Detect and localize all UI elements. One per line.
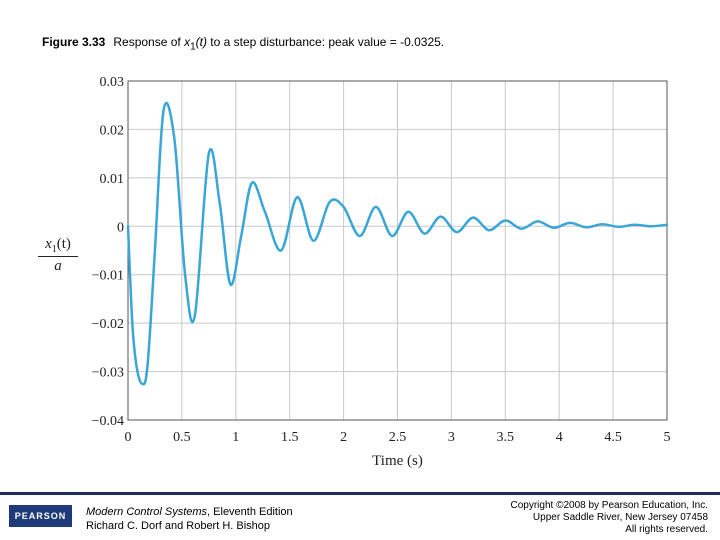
- book-info: Modern Control Systems, Eleventh Edition…: [86, 505, 293, 533]
- caption-prefix: Response of: [113, 35, 185, 49]
- figure-label: Figure 3.33: [42, 35, 106, 49]
- x-tick-label: 5: [664, 430, 671, 445]
- caption-var: x: [184, 35, 191, 49]
- y-tick-label: 0.02: [100, 123, 125, 138]
- y-axis-label-denominator: a: [54, 258, 62, 274]
- y-tick-label: −0.03: [92, 366, 124, 381]
- book-edition: , Eleventh Edition: [207, 506, 293, 518]
- caption-var-sub: 1: [190, 41, 196, 53]
- x-tick-label: 3.5: [497, 430, 515, 445]
- caption-var-arg: (t): [195, 35, 207, 49]
- copyright-line-1: Copyright ©2008 by Pearson Education, In…: [510, 500, 709, 511]
- y-axis-label-numerator: x1(t): [38, 236, 78, 257]
- x-tick-label: 4: [556, 430, 563, 445]
- copyright-line-3: All rights reserved.: [625, 524, 708, 535]
- grid-lines: [127, 80, 668, 421]
- y-tick-label: 0: [117, 220, 124, 235]
- caption-suffix: to a step disturbance: peak value = -0.0…: [206, 35, 445, 49]
- x-tick-label: 1: [232, 430, 239, 445]
- copyright-line-2: Upper Saddle River, New Jersey 07458: [532, 512, 708, 523]
- x-tick-label: 3: [448, 430, 455, 445]
- y-axis-label: x1(t) a: [38, 236, 78, 275]
- x-tick-label: 0.5: [173, 430, 191, 445]
- book-authors: Richard C. Dorf and Robert H. Bishop: [86, 520, 271, 532]
- figure-caption: Figure 3.33 Response of x1(t) to a step d…: [42, 35, 444, 52]
- x-tick-label: 0: [125, 430, 132, 445]
- x-axis-label: Time (s): [372, 453, 423, 469]
- response-chart: 0 0.5 1 1.5 2 2.5 3 3.5 4 4.5 5 0.03 0.02 0.01 0 −0.01…: [92, 75, 671, 469]
- book-title: Modern Control Systems: [86, 506, 208, 518]
- y-label-sub: 1: [51, 244, 57, 255]
- y-tick-label: 0.01: [100, 172, 125, 187]
- y-label-arg: (t): [56, 236, 71, 252]
- publisher-logo: PEARSON: [9, 505, 72, 527]
- x-tick-label: 1.5: [281, 430, 299, 445]
- copyright-notice: Copyright ©2008 by Pearson Education, In…: [511, 500, 709, 536]
- y-tick-label: 0.03: [100, 75, 125, 90]
- y-tick-labels: 0.03 0.02 0.01 0 −0.01 −0.02 −0.03 −0.04: [92, 75, 124, 429]
- x-tick-labels: 0 0.5 1 1.5 2 2.5 3 3.5 4 4.5 5: [125, 430, 671, 445]
- x-tick-label: 2.5: [389, 430, 407, 445]
- y-tick-label: −0.01: [92, 269, 124, 284]
- x-tick-label: 4.5: [604, 430, 622, 445]
- y-label-var: x: [45, 236, 52, 252]
- y-tick-label: −0.04: [92, 414, 124, 429]
- x-tick-label: 2: [340, 430, 347, 445]
- footer-divider: [0, 492, 720, 495]
- response-line: [126, 101, 669, 386]
- y-tick-label: −0.02: [92, 317, 124, 332]
